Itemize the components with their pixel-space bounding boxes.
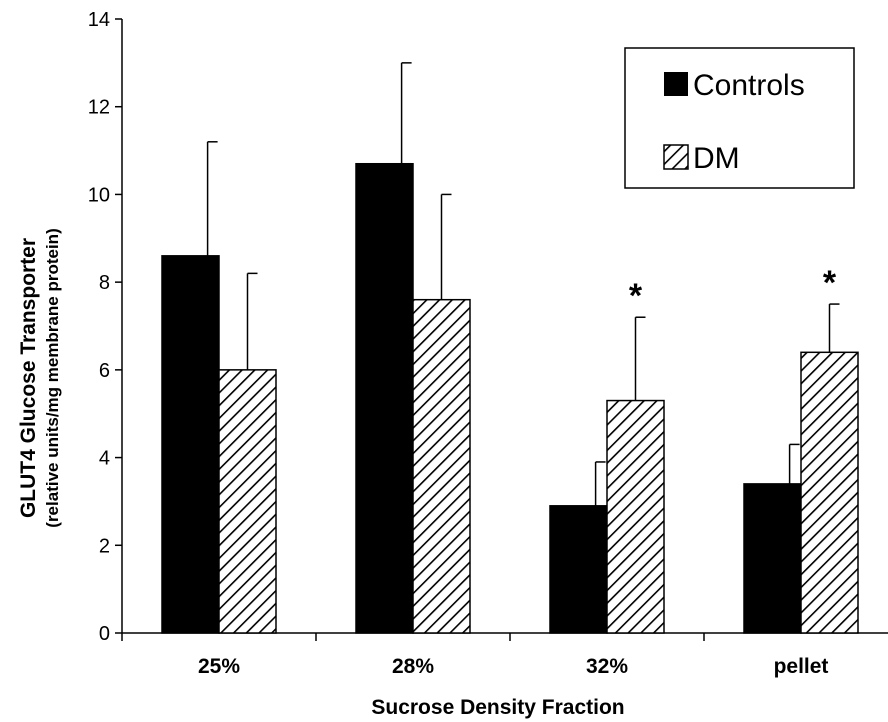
y-tick-label: 8 [99, 272, 110, 294]
y-tick-label: 2 [99, 535, 110, 557]
x-axis [121, 632, 888, 641]
x-tick-label: 25% [198, 655, 240, 678]
y-axis-title-main: GLUT4 Glucose Transporter [17, 238, 40, 518]
legend-swatch-controls [664, 72, 688, 96]
bar-dm-2 [606, 399, 665, 634]
significance-star: * [629, 277, 643, 315]
legend-swatch-dm [663, 144, 689, 170]
legend-label-dm: DM [693, 142, 740, 175]
bar-controls-0 [161, 255, 220, 634]
x-tick-label: 32% [586, 655, 628, 678]
y-tick-label: 12 [88, 97, 110, 119]
bar-controls-2 [549, 505, 608, 634]
significance-markers: * * [629, 264, 837, 315]
y-tick-label: 4 [99, 448, 110, 470]
bar-dm-1 [412, 298, 471, 634]
y-tick-label: 0 [99, 623, 110, 645]
y-axis-title-sub: (relative units/mg membrane protein) [43, 228, 62, 527]
legend-box [624, 47, 855, 189]
legend: Controls DM [624, 47, 855, 189]
y-tick-label: 14 [88, 9, 110, 31]
category-labels: 25% 28% 32% pellet [198, 655, 828, 678]
y-tick-label: 6 [99, 360, 110, 382]
bars [161, 62, 859, 634]
x-axis-title: Sucrose Density Fraction [371, 696, 624, 719]
y-axis-title: GLUT4 Glucose Transporter (relative unit… [17, 228, 62, 527]
bar-dm-3 [800, 351, 859, 634]
x-tick-label: 28% [392, 655, 434, 678]
x-tick-label: pellet [774, 655, 829, 678]
bar-controls-1 [355, 162, 414, 634]
y-axis: 0 2 4 6 8 10 12 14 [88, 9, 123, 645]
y-tick-label: 10 [88, 184, 110, 206]
significance-star: * [823, 264, 837, 302]
bar-controls-3 [743, 483, 802, 634]
legend-label-controls: Controls [693, 69, 805, 102]
bar-dm-0 [218, 369, 277, 634]
